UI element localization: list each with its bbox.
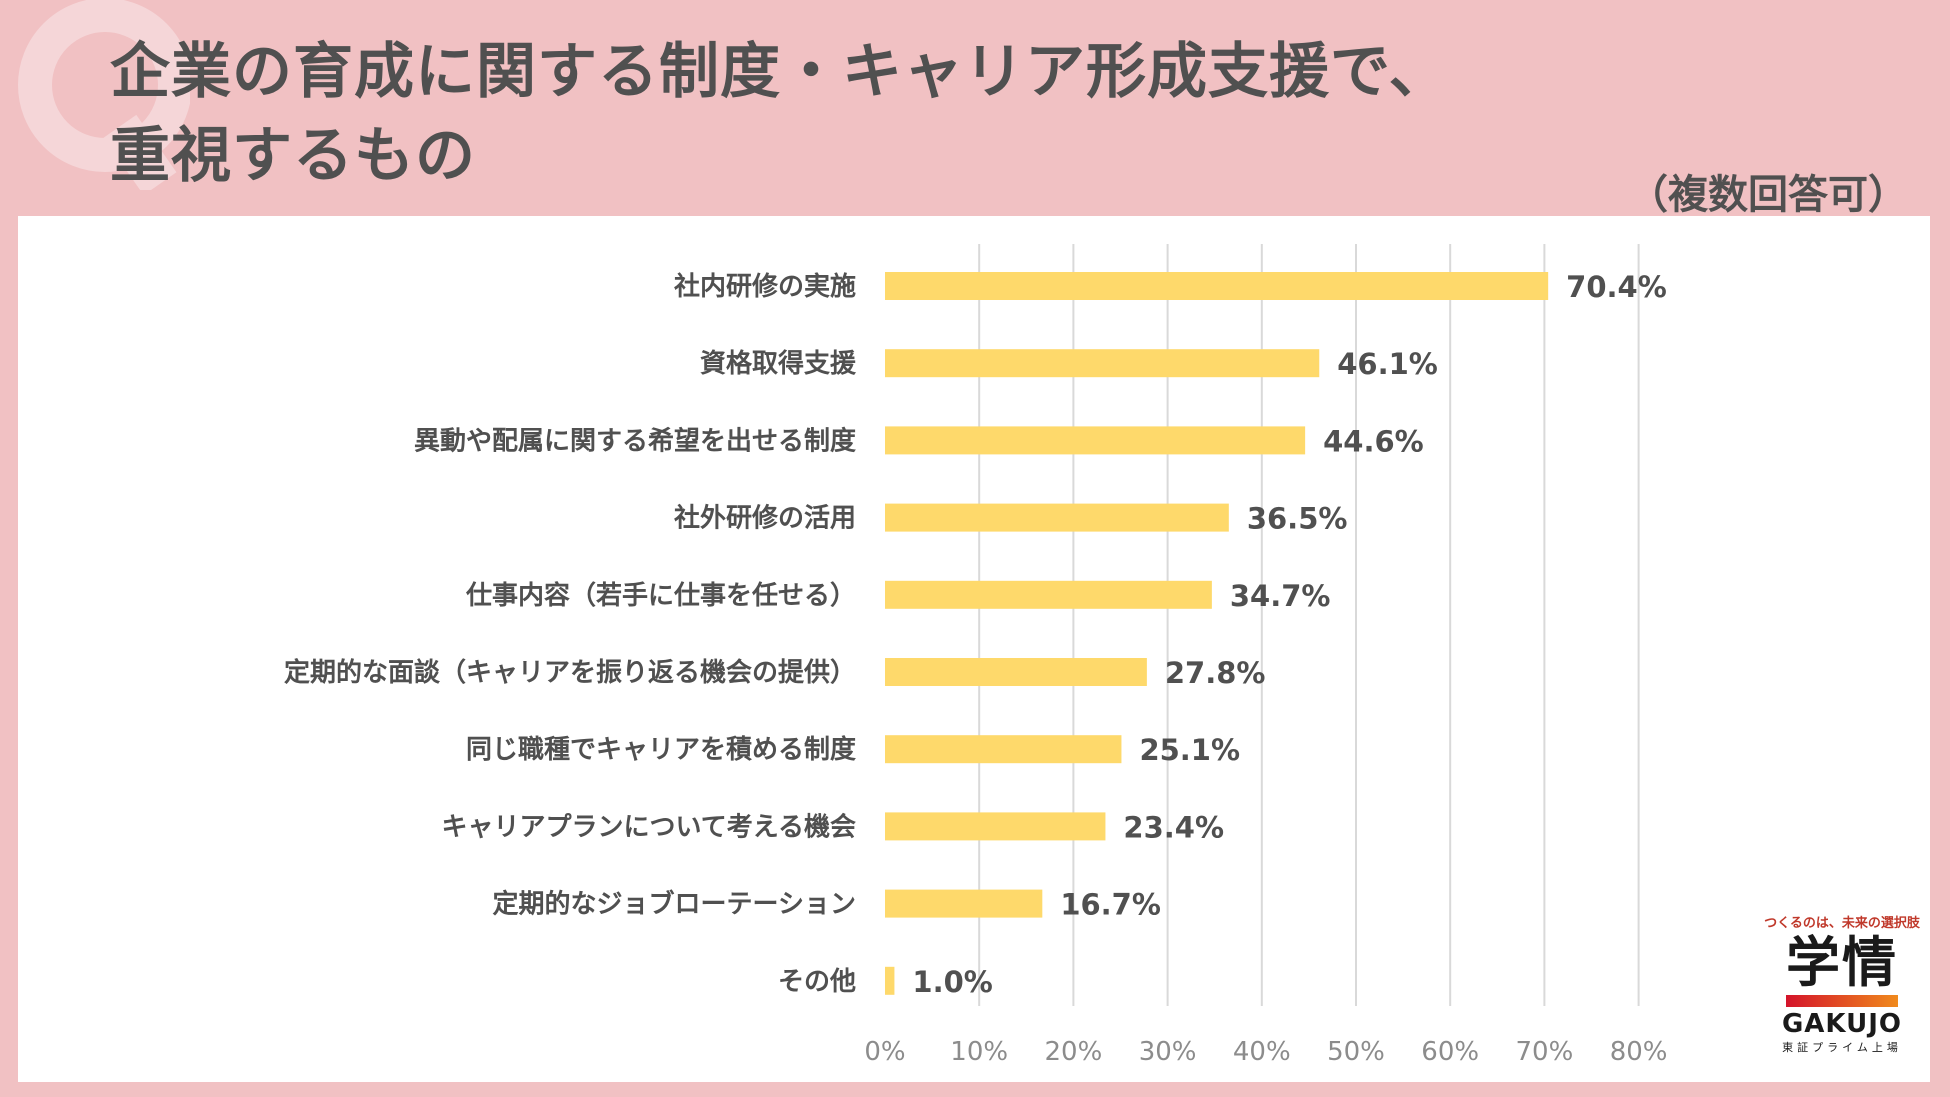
x-tick-label: 80%	[1610, 1037, 1668, 1067]
logo-tagline: つくるのは、未来の選択肢	[1764, 916, 1920, 931]
bar	[885, 658, 1147, 686]
bar	[885, 889, 1043, 918]
x-tick-label: 60%	[1421, 1037, 1479, 1067]
value-label: 46.1%	[1337, 347, 1438, 381]
bar	[885, 812, 1106, 841]
x-tick-label: 10%	[950, 1037, 1008, 1067]
logo-name: GAKUJO	[1781, 1009, 1903, 1039]
value-label: 16.7%	[1060, 888, 1161, 922]
category-label: 同じ職種でキャリアを積める制度	[466, 734, 856, 765]
bar	[885, 966, 895, 995]
value-label: 44.6%	[1323, 424, 1424, 458]
bar-chart: 0% 10% 20% 30% 40% 50% 60% 70% 80% 社内研修の実施 70.4% 資格…	[284, 244, 1668, 1067]
value-label: 23.4%	[1123, 810, 1224, 844]
x-tick-label: 20%	[1045, 1037, 1103, 1067]
category-label: 定期的なジョブローテーション	[493, 889, 856, 920]
multiple-answer-note: （複数回答可）	[1628, 172, 1908, 218]
x-tick-label: 40%	[1233, 1037, 1291, 1067]
chart-panel: 0% 10% 20% 30% 40% 50% 60% 70% 80% 社内研修の実施 70.4% 資格…	[18, 216, 1930, 1082]
title-line-1: 企業の育成に関する制度・キャリア形成支援で、	[110, 37, 1450, 107]
category-label: その他	[778, 967, 856, 997]
decorative-q-letter	[18, 0, 190, 190]
category-label: 社内研修の実施	[674, 271, 856, 302]
category-label: 定期的な面談（キャリアを振り返る機会の提供）	[284, 657, 856, 688]
logo-color-bar	[1786, 995, 1898, 1007]
category-label: 資格取得支援	[700, 348, 857, 379]
bar	[885, 426, 1306, 455]
value-label: 36.5%	[1247, 502, 1348, 536]
value-label: 34.7%	[1230, 579, 1331, 613]
x-tick-label: 70%	[1516, 1037, 1574, 1067]
bar	[885, 349, 1320, 378]
value-label: 70.4%	[1566, 270, 1667, 304]
page-title: 企業の育成に関する制度・キャリア形成支援で、 重視するもの	[110, 30, 1450, 198]
value-label: 1.0%	[912, 965, 992, 999]
bar	[885, 503, 1229, 532]
logo-subtitle: 東証プライム上場	[1782, 1041, 1902, 1054]
gakujo-logo: つくるのは、未来の選択肢 学情 GAKUJO 東証プライム上場	[1752, 912, 1932, 1072]
x-tick-label: 50%	[1327, 1037, 1385, 1067]
category-label: 異動や配属に関する希望を出せる制度	[414, 425, 856, 456]
category-label: 社外研修の活用	[674, 503, 856, 534]
bar	[885, 580, 1212, 609]
value-label: 27.8%	[1165, 656, 1266, 690]
bar	[885, 735, 1122, 764]
value-label: 25.1%	[1139, 733, 1240, 767]
logo-mark: 学情	[1786, 931, 1898, 994]
x-tick-label: 30%	[1139, 1037, 1197, 1067]
bar	[885, 272, 1549, 300]
category-label: キャリアプランについて考える機会	[442, 812, 856, 842]
x-tick-label: 0%	[864, 1037, 905, 1067]
title-line-2: 重視するもの	[110, 121, 476, 191]
category-label: 仕事内容（若手に仕事を任せる）	[465, 580, 856, 611]
